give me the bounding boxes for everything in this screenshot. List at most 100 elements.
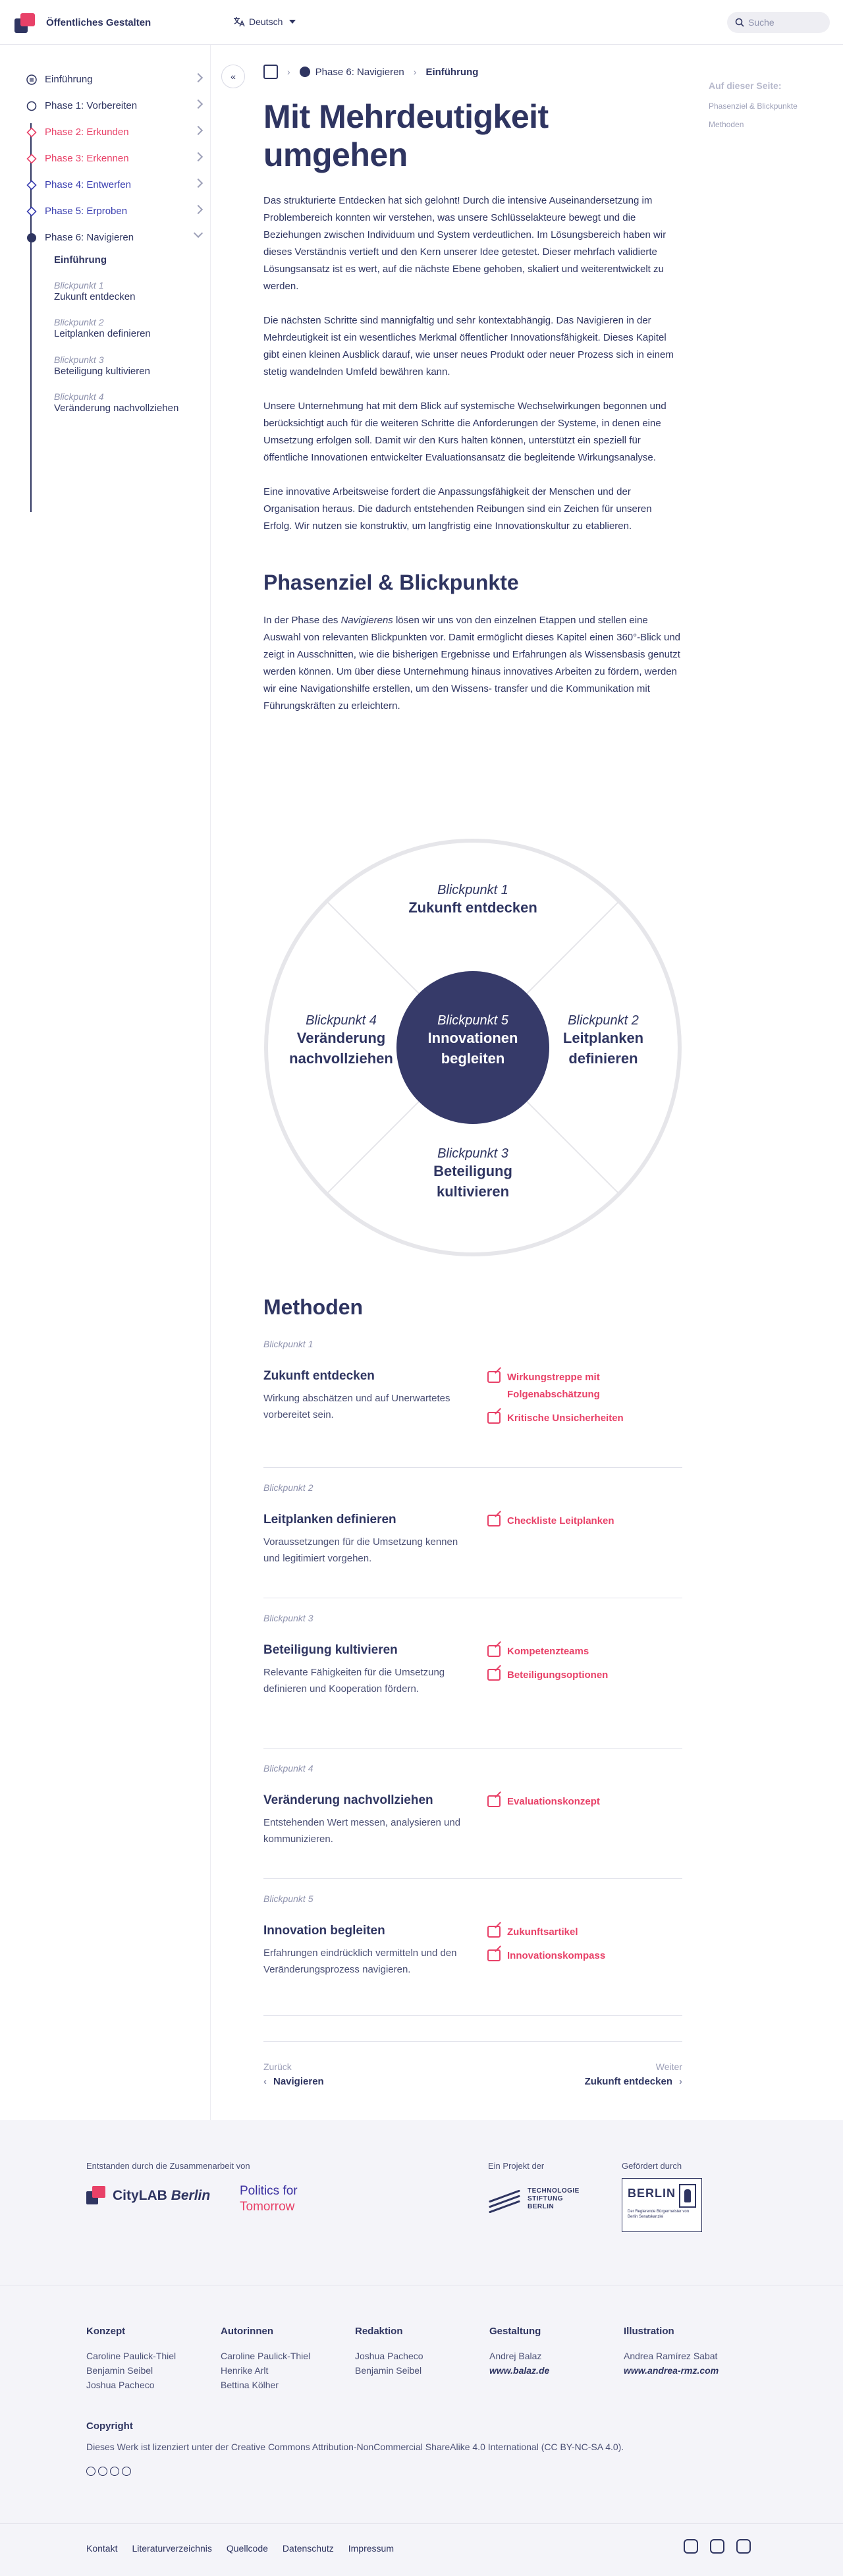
sidebar-item-phase-2[interactable]: Phase 2: Erkunden	[20, 119, 204, 145]
edit-icon	[487, 1371, 501, 1383]
phase-filled-circle-icon	[26, 233, 36, 242]
sidebar-subitem-blickpunkt-3[interactable]: Blickpunkt 3 Beteiligung kultivieren	[54, 354, 186, 378]
phase-diamond-icon	[26, 154, 37, 164]
diagram-segment-5[interactable]: Blickpunkt 5 Innovationen begleiten	[427, 1013, 518, 1067]
instagram-icon[interactable]	[684, 2539, 698, 2554]
method-link[interactable]: Innovationskompass	[487, 1947, 682, 1965]
credit-link[interactable]: www.andrea-rmz.com	[624, 2365, 719, 2376]
search-icon	[735, 18, 744, 27]
credit-heading: Konzept	[86, 2326, 126, 2337]
sidebar-nav: Einführung Phase 1: Vorbereiten Phase 2: E…	[20, 66, 204, 250]
method-title: Zukunft entdecken	[263, 1369, 375, 1383]
sidebar-item-phase-3[interactable]: Phase 3: Erkennen	[20, 145, 204, 171]
method-link[interactable]: Beteiligungsoptionen	[487, 1667, 682, 1684]
footer-link-literaturverzeichnis[interactable]: Literaturverzeichnis	[132, 2543, 212, 2554]
diagram-segment-2[interactable]: Blickpunkt 2 Leitplanken definieren	[562, 1013, 644, 1067]
footer-link-datenschutz[interactable]: Datenschutz	[282, 2543, 334, 2554]
phase-diamond-icon	[26, 127, 37, 138]
method-block: Blickpunkt 5 Innovation begleiten Erfahrun…	[263, 1893, 682, 2016]
language-switcher[interactable]: Deutsch	[233, 16, 296, 27]
method-link[interactable]: Kompetenzteams	[487, 1643, 682, 1660]
credit-column: Konzept Caroline Paulick-Thiel Benjamin Se…	[86, 2326, 218, 2392]
credit-link[interactable]: www.balaz.de	[489, 2365, 550, 2376]
toc-item-methoden[interactable]: Methoden	[709, 120, 744, 129]
diagram-rings	[264, 839, 682, 1256]
footer-link-kontakt[interactable]: Kontakt	[86, 2543, 118, 2554]
sidebar-item-phase-4[interactable]: Phase 4: Entwerfen	[20, 171, 204, 198]
citylab-logo[interactable]: CityLAB Berlin	[86, 2186, 210, 2206]
copyright-heading: Copyright	[86, 2421, 133, 2432]
sidebar-item-einfuehrung[interactable]: Einführung	[20, 66, 204, 92]
edit-icon	[487, 1926, 501, 1938]
footer-link-impressum[interactable]: Impressum	[348, 2543, 394, 2554]
chevron-down-icon[interactable]	[193, 228, 204, 238]
twitter-icon[interactable]	[710, 2539, 724, 2554]
sidebar-subitem-blickpunkt-4[interactable]: Blickpunkt 4 Veränderung nachvollziehen	[54, 391, 186, 415]
method-title: Veränderung nachvollziehen	[263, 1793, 433, 1807]
subitem-kicker: Blickpunkt 1	[54, 280, 104, 291]
chevron-right-icon[interactable]	[193, 152, 204, 162]
diagram-segment-4[interactable]: Blickpunkt 4 Veränderung nachvollziehen	[289, 1013, 393, 1067]
credit-heading: Gestaltung	[489, 2326, 541, 2337]
diagram-segment-3[interactable]: Blickpunkt 3 Beteiligung kultivieren	[433, 1146, 512, 1200]
document-icon	[26, 74, 37, 85]
diagram-segment-1[interactable]: Blickpunkt 1 Zukunft entdecken	[408, 883, 537, 916]
methods-heading: Methoden	[263, 1295, 364, 1319]
search-box[interactable]	[727, 12, 830, 33]
emphasis: Navigierens	[340, 615, 393, 626]
chevron-right-icon[interactable]	[193, 72, 204, 83]
chevron-right-icon[interactable]	[193, 204, 204, 215]
chevron-right-icon[interactable]	[193, 99, 204, 109]
breadcrumb-separator: ›	[287, 67, 290, 77]
credit-name: Benjamin Seibel	[355, 2365, 422, 2376]
page-toc: Auf dieser Seite: Phasenziel & Blickpunk…	[709, 80, 834, 138]
chevron-down-icon	[289, 20, 296, 24]
subitem-kicker: Blickpunkt 3	[54, 354, 104, 365]
method-kicker: Blickpunkt 5	[263, 1893, 313, 1904]
sidebar-subitem-blickpunkt-1[interactable]: Blickpunkt 1 Zukunft entdecken	[54, 280, 186, 304]
credit-heading: Autorinnen	[221, 2326, 273, 2337]
technologiestiftung-logo[interactable]: TECHNOLOGIE STIFTUNG BERLIN	[488, 2186, 579, 2214]
breadcrumb-phase[interactable]: Phase 6: Navigieren	[299, 67, 404, 78]
prev-label: Zurück	[263, 2061, 292, 2072]
sidebar-subitem-blickpunkt-2[interactable]: Blickpunkt 2 Leitplanken definieren	[54, 317, 186, 341]
method-link[interactable]: Kritische Unsicherheiten	[487, 1410, 682, 1427]
sidebar-subitem-active[interactable]: Einführung	[54, 254, 107, 266]
footer-link-quellcode[interactable]: Quellcode	[226, 2543, 268, 2554]
linkedin-icon[interactable]	[736, 2539, 751, 2554]
site-logo[interactable]	[14, 13, 36, 34]
credit-column: Illustration Andrea Ramírez Sabat www.andr…	[624, 2326, 755, 2378]
method-title: Innovation begleiten	[263, 1924, 385, 1938]
berlin-senate-logo[interactable]: BERLIN Der Regierende Bürgermeister von …	[622, 2178, 702, 2232]
subitem-kicker: Blickpunkt 2	[54, 317, 104, 328]
politics-for-tomorrow-logo[interactable]: Politics for Tomorrow	[240, 2184, 298, 2214]
cc-license-icon[interactable]	[86, 2467, 131, 2476]
chevron-right-icon[interactable]	[193, 125, 204, 136]
sidebar-item-phase-5[interactable]: Phase 5: Erproben	[20, 198, 204, 224]
edit-icon	[487, 1949, 501, 1961]
credit-column: Gestaltung Andrej Balaz www.balaz.de	[489, 2326, 621, 2378]
toc-item-phasenziel[interactable]: Phasenziel & Blickpunkte	[709, 101, 798, 111]
method-title: Leitplanken definieren	[263, 1513, 396, 1526]
sidebar-item-phase-1[interactable]: Phase 1: Vorbereiten	[20, 92, 204, 119]
home-icon[interactable]	[263, 65, 278, 79]
collapse-sidebar-button[interactable]: «	[221, 65, 245, 88]
next-page-link[interactable]: Weiter Zukunft entdecken ›	[585, 2061, 682, 2087]
method-block: Blickpunkt 4 Veränderung nachvollziehen En…	[263, 1763, 682, 1879]
site-title[interactable]: Öffentliches Gestalten	[46, 17, 151, 28]
chevron-right-icon[interactable]	[193, 178, 204, 188]
method-link[interactable]: Checkliste Leitplanken	[487, 1513, 682, 1530]
method-link[interactable]: Wirkungstreppe mit Folgenabschätzung	[487, 1369, 682, 1403]
method-link[interactable]: Zukunftsartikel	[487, 1924, 682, 1941]
sidebar-item-phase-6[interactable]: Phase 6: Navigieren	[20, 224, 204, 250]
credit-name: Caroline Paulick-Thiel	[221, 2351, 311, 2361]
language-label: Deutsch	[249, 16, 283, 27]
method-link[interactable]: Evaluationskonzept	[487, 1793, 682, 1810]
search-input[interactable]	[748, 17, 821, 28]
method-block: Blickpunkt 3 Beteiligung kultivieren Relev…	[263, 1613, 682, 1749]
next-label: Weiter	[655, 2061, 682, 2072]
subitem-label: Leitplanken definieren	[54, 328, 151, 340]
subitem-kicker: Blickpunkt 4	[54, 391, 104, 402]
method-block: Blickpunkt 1 Zukunft entdecken Wirkung abs…	[263, 1339, 682, 1468]
prev-page-link[interactable]: Zurück ‹ Navigieren	[263, 2061, 324, 2087]
